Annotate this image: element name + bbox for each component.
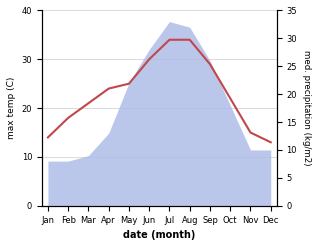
X-axis label: date (month): date (month) <box>123 230 196 240</box>
Y-axis label: max temp (C): max temp (C) <box>7 77 16 139</box>
Y-axis label: med. precipitation (kg/m2): med. precipitation (kg/m2) <box>302 50 311 166</box>
